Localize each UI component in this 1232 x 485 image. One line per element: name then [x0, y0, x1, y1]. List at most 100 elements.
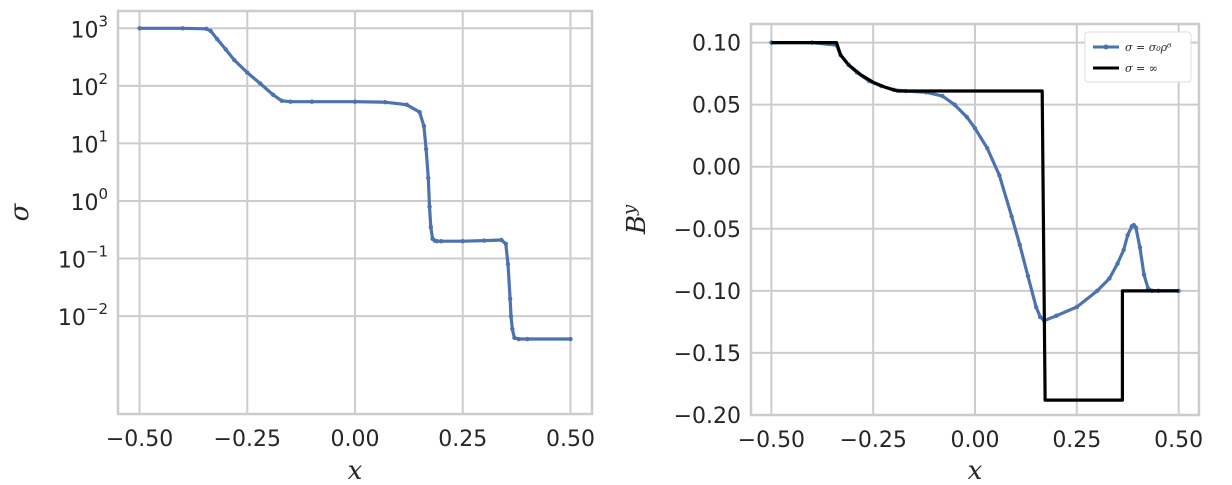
- right-series-point: [1137, 245, 1143, 250]
- right-y-ticks: 0.10 0.05 0.00 −0.05 −0.10 −0.15 −0.20: [674, 32, 741, 429]
- left-series-point: [482, 238, 487, 243]
- right-plot-frame: [749, 22, 1201, 417]
- right-y-tick-label: −0.20: [674, 404, 741, 429]
- left-series-point: [309, 99, 315, 104]
- left-x-tick-label: 0.50: [546, 427, 595, 452]
- left-series-point: [516, 336, 521, 342]
- right-series-point: [1009, 214, 1014, 219]
- right-y-tick-label: −0.10: [674, 280, 741, 305]
- left-y-tick-label: 102: [70, 70, 108, 101]
- left-series-point: [352, 99, 358, 104]
- left-y-tick-exponent: −2: [86, 300, 108, 318]
- left-series-point: [505, 261, 511, 267]
- left-series-point: [510, 326, 515, 332]
- left-series-point: [426, 175, 431, 181]
- right-series-point: [964, 114, 970, 120]
- left-series: [137, 26, 573, 342]
- left-series-point: [404, 102, 409, 107]
- right-x-tick-label: 0.50: [1154, 428, 1203, 453]
- left-series-point: [208, 28, 213, 34]
- left-x-ticks: −0.50 −0.25 0.00 0.25 0.50: [106, 427, 595, 452]
- right-series-point: [1115, 261, 1120, 266]
- right-series-point: [1054, 313, 1059, 318]
- right-series-point: [1074, 304, 1080, 310]
- left-series-point: [245, 70, 250, 75]
- left-y-tick-exponent: 3: [98, 12, 108, 30]
- right-series-point: [1141, 272, 1147, 277]
- right-x-axis-label: x: [968, 456, 983, 485]
- left-y-tick-base: 10: [58, 249, 86, 274]
- left-y-tick-label: 103: [70, 12, 108, 43]
- left-series-point: [180, 26, 185, 31]
- right-y-axis-label-sup: y: [619, 204, 640, 216]
- left-series-point: [525, 336, 530, 342]
- left-series-point: [507, 296, 513, 301]
- left-y-tick-exponent: 0: [98, 185, 108, 203]
- left-y-tick-base: 10: [70, 133, 98, 158]
- right-y-tick-label: −0.05: [674, 218, 741, 243]
- left-y-tick-exponent: 2: [98, 70, 108, 88]
- left-x-tick-label: −0.25: [214, 427, 281, 452]
- left-series-point: [428, 225, 434, 230]
- right-y-tick-label: 0.10: [692, 32, 741, 57]
- right-series-point: [1094, 288, 1100, 294]
- right-grid: [751, 24, 1199, 416]
- right-series-point: [940, 93, 945, 99]
- legend-marker-sigma-rho: [1103, 44, 1109, 50]
- right-x-ticks: −0.50 −0.25 0.00 0.25 0.50: [738, 428, 1203, 453]
- left-series-point: [421, 123, 427, 129]
- left-series-point: [512, 335, 517, 341]
- legend-label-sigma-rho: σ = σ₀ρ⁶: [1125, 41, 1172, 54]
- left-series-point: [223, 47, 228, 52]
- left-panel: −0.50 −0.25 0.00 0.25 0.50 10310210110010−11…: [5, 9, 595, 485]
- left-series-point: [508, 313, 514, 319]
- left-y-tick-label: 100: [70, 185, 108, 216]
- left-y-tick-base: 10: [70, 191, 98, 216]
- right-series-point: [1033, 304, 1039, 310]
- left-y-tick-exponent: 1: [98, 127, 108, 145]
- legend: σ = σ₀ρ⁶ σ = ∞: [1084, 31, 1192, 83]
- right-y-axis-label-base: B: [622, 215, 652, 235]
- left-series-point: [438, 239, 444, 244]
- left-plot-frame: [116, 9, 594, 416]
- right-y-tick-label: 0.05: [692, 94, 741, 119]
- right-series-point: [1125, 232, 1130, 238]
- right-y-tick-label: 0.00: [692, 156, 741, 181]
- right-series-point: [952, 102, 957, 107]
- left-series-point: [214, 36, 220, 42]
- left-grid: [118, 11, 592, 414]
- left-x-tick-label: −0.50: [106, 427, 173, 452]
- right-panel: −0.50 −0.25 0.00 0.25 0.50 0.10 0.05 0.00 −0.05…: [619, 22, 1203, 485]
- left-series-point: [460, 239, 465, 244]
- left-y-tick-label: 10−2: [58, 300, 108, 331]
- left-series-point: [258, 81, 263, 86]
- left-y-tick-base: 10: [58, 306, 86, 331]
- right-series-point: [1107, 276, 1112, 281]
- left-series-point: [503, 241, 509, 247]
- right-y-axis-label: By: [619, 204, 652, 235]
- left-series-line: [139, 26, 571, 341]
- left-series-point: [382, 99, 388, 105]
- left-series-point: [279, 98, 284, 103]
- left-x-axis-label: x: [348, 456, 363, 485]
- left-series-point: [204, 26, 209, 31]
- right-x-tick-label: −0.50: [738, 428, 805, 453]
- left-y-tick-label: 101: [70, 127, 108, 158]
- right-x-tick-label: 0.00: [951, 428, 1000, 453]
- left-y-tick-exponent: −1: [86, 243, 108, 261]
- left-x-tick-label: 0.25: [438, 427, 487, 452]
- right-series: [769, 40, 1181, 402]
- left-series-point: [417, 109, 422, 115]
- left-y-tick-label: 10−1: [58, 243, 108, 274]
- left-series-point: [137, 26, 142, 31]
- left-series-point: [499, 237, 504, 243]
- right-series-line-sigma-infinity: [771, 40, 1179, 402]
- right-series-point: [1133, 225, 1139, 230]
- right-series-point: [1037, 314, 1043, 320]
- right-series-point: [1121, 247, 1126, 253]
- left-series-point: [232, 57, 237, 63]
- right-series-point: [1025, 273, 1031, 279]
- legend-label-sigma-infinity: σ = ∞: [1125, 62, 1158, 75]
